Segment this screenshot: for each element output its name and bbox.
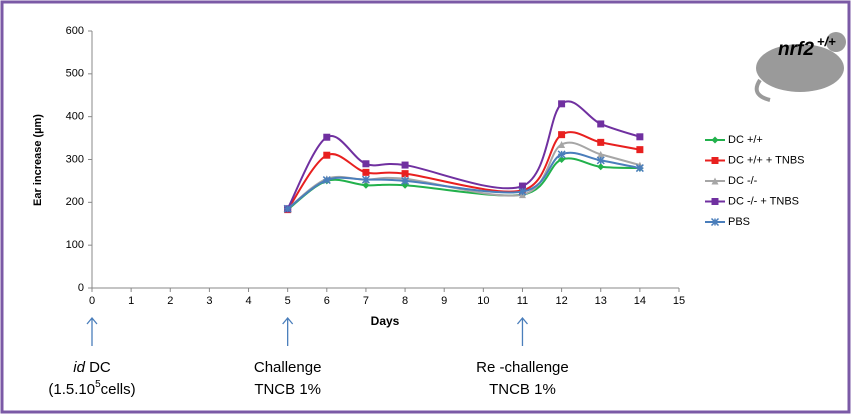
legend-label: PBS [728,216,750,228]
annotation-part: Challenge [254,359,322,376]
legend-marker [710,217,720,227]
annotation-text: (1.5.105cells) [48,379,135,398]
x-tick-label: 2 [167,295,173,307]
legend-label: DC +/+ [728,134,763,146]
point [322,176,331,185]
point [597,138,605,146]
logo-sup: +/+ [817,34,836,49]
annotation-part: DC [85,359,111,376]
logo: nrf2 +/+ [754,32,846,102]
annotation-text: Re -challenge [476,359,569,376]
x-tick-label: 7 [363,295,369,307]
legend-label: DC +/+ + TNBS [728,154,805,166]
y-tick-label: 0 [78,282,84,294]
logo-name: nrf2 [778,39,814,60]
point [401,176,410,185]
x-tick-label: 5 [285,295,291,307]
mouse-body [756,44,844,92]
annotation-arrow [86,316,98,346]
x-tick-label: 13 [595,295,607,307]
point [558,100,566,108]
annotation-part: 5 [95,379,101,390]
x-tick-label: 4 [245,295,251,307]
point [597,120,605,128]
mouse-tail [754,78,771,102]
point [362,160,370,168]
annotation-part: TNCB 1% [254,381,321,398]
x-tick-label: 14 [634,295,646,307]
annotation-arrow [516,316,528,346]
annotation-part: Re -challenge [476,359,569,376]
x-tick-label: 6 [324,295,330,307]
point [362,181,370,189]
annotation-text: TNCB 1% [489,381,556,398]
point [401,161,409,169]
x-axis-title: Days [371,314,400,328]
legend-marker [711,177,719,185]
legend-label: DC -/- [728,175,758,187]
series-line [287,141,641,210]
point [518,187,527,196]
series-line [286,131,641,211]
y-tick-label: 300 [66,153,84,165]
point [323,133,331,141]
point [597,150,605,158]
point [323,151,331,159]
annotation-arrow [282,316,294,346]
point [518,182,526,190]
annotation-text: TNCB 1% [254,381,321,398]
x-tick-label: 1 [128,295,134,307]
point [362,168,370,176]
point [596,156,605,165]
y-tick-label: 200 [66,196,84,208]
y-tick-label: 500 [66,68,84,80]
point [635,164,644,173]
x-tick-label: 15 [673,295,685,307]
point [597,163,605,171]
point [361,175,370,184]
legend-marker [711,157,719,164]
logo-text: nrf2 +/+ [778,34,836,60]
legend-label: DC -/- + TNBS [728,195,799,207]
mouse-ear [826,32,846,52]
point [636,146,644,154]
legend-marker [711,136,719,144]
annotation-text: Challenge [254,359,322,376]
annotation-part: id [73,359,85,376]
annotation-part: cells) [101,381,136,398]
point [401,170,409,178]
annotation-part: (1.5.10 [48,381,95,398]
annotation-text: id DC [73,359,111,376]
y-tick-label: 400 [66,111,84,123]
y-tick-label: 100 [66,239,84,251]
y-tick-label: 600 [66,25,84,37]
x-tick-label: 9 [441,295,447,307]
x-tick-label: 8 [402,295,408,307]
legend-marker [711,198,719,205]
x-tick-label: 0 [89,295,95,307]
point [558,131,566,139]
series-line [287,151,641,210]
annotation-part: TNCB 1% [489,381,556,398]
series-line [287,157,640,211]
x-tick-label: 3 [206,295,212,307]
point [558,156,566,163]
point [283,204,292,213]
point [558,141,566,149]
x-tick-label: 11 [517,295,528,307]
point [557,150,566,159]
x-tick-label: 10 [477,295,489,307]
point [636,133,644,141]
x-tick-label: 12 [555,295,567,307]
y-axis-title: Ear increase (µm) [32,114,44,206]
